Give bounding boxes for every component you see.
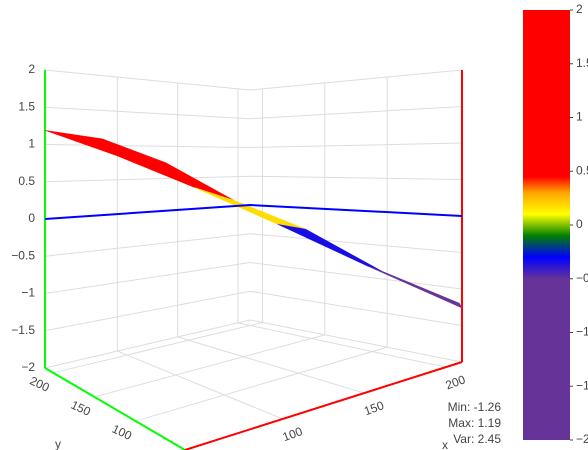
y-axis-title: y — [55, 437, 61, 450]
grid-line — [44, 175, 463, 183]
z-tick-label: −1 — [21, 286, 35, 300]
z-tick-label: 0 — [28, 211, 35, 225]
x-tick-label: 100 — [281, 424, 305, 444]
x-axis-title: x — [442, 438, 448, 450]
grid-line — [177, 82, 365, 394]
colorbar-tick-label: 1.5 — [576, 56, 588, 70]
z-tick-label: 2 — [28, 62, 35, 76]
grid-line — [44, 261, 463, 294]
colorbar-tick-label: −1 — [576, 325, 588, 339]
colorbar-tick-label: 2 — [576, 2, 583, 16]
colorbar — [523, 10, 570, 440]
z-tick-label: 1 — [28, 137, 35, 151]
colorbar-tick-label: 1 — [576, 110, 583, 124]
grid-line — [44, 69, 463, 91]
z-tick-label: −0.5 — [11, 248, 35, 262]
surface-patch — [277, 224, 382, 272]
x-tick-label: 200 — [444, 372, 468, 392]
z-tick-label: 1.5 — [18, 99, 35, 113]
y-axis-line — [44, 367, 186, 450]
grid-line — [44, 233, 463, 257]
colorbar-tick-label: 0 — [576, 217, 583, 231]
grid-line — [135, 77, 388, 422]
colorbar-tick-label: −0.5 — [576, 271, 588, 285]
annotation: Var: 2.45 — [453, 432, 501, 446]
colorbar-tick-label: −1.5 — [576, 378, 588, 392]
surface-patch — [44, 130, 167, 164]
y-tick-label: 150 — [69, 398, 93, 419]
surface-patch — [366, 265, 463, 309]
surface-patch — [116, 155, 234, 201]
x-axis-line — [184, 361, 463, 450]
z-tick-label: 0.5 — [18, 174, 35, 188]
grid-line — [44, 106, 463, 120]
y-tick-label: 100 — [110, 422, 134, 443]
annotation: Min: -1.26 — [448, 400, 502, 414]
zero-line — [44, 203, 463, 220]
y-tick-label: 200 — [28, 373, 52, 394]
x-tick-label: 150 — [362, 398, 386, 418]
grid-line — [44, 290, 463, 332]
grid-line — [53, 88, 263, 374]
colorbar-tick-label: −2 — [576, 432, 588, 446]
z-tick-label: −2 — [21, 360, 35, 374]
grid-line — [94, 82, 326, 398]
annotation: Max: 1.19 — [448, 416, 501, 430]
grid-line — [116, 77, 283, 420]
z-tick-label: −1.5 — [11, 323, 35, 337]
colorbar-tick-label: 0.5 — [576, 163, 588, 177]
grid-line — [237, 88, 446, 368]
grid-line — [44, 319, 463, 369]
